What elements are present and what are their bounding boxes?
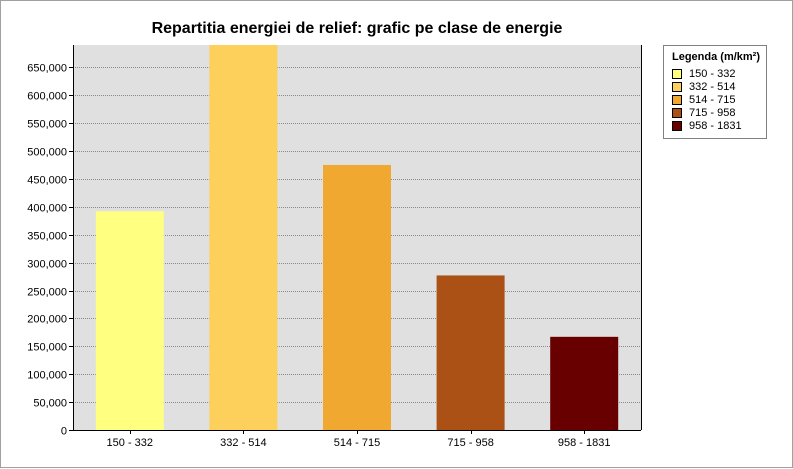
y-tick-label: 150,000 bbox=[27, 342, 67, 354]
y-tick-label: 400,000 bbox=[27, 203, 67, 215]
y-tick-label: 250,000 bbox=[27, 287, 67, 299]
bar bbox=[209, 45, 278, 430]
legend: Legenda (m/km²) 150 - 332 332 - 514 514 … bbox=[663, 45, 767, 139]
bar bbox=[550, 336, 619, 430]
y-tick-label: 100,000 bbox=[27, 370, 67, 382]
x-tick-label: 514 - 715 bbox=[334, 437, 380, 449]
y-tick-label: 50,000 bbox=[33, 398, 67, 410]
y-tick-label: 650,000 bbox=[27, 63, 67, 75]
legend-label: 332 - 514 bbox=[689, 80, 736, 93]
legend-title: Legenda (m/km²) bbox=[672, 51, 761, 63]
legend-label: 958 - 1831 bbox=[689, 119, 742, 132]
y-tick-label: 600,000 bbox=[27, 91, 67, 103]
y-tick-label: 500,000 bbox=[27, 147, 67, 159]
x-tick-label: 150 - 332 bbox=[107, 437, 153, 449]
legend-swatch bbox=[672, 120, 682, 131]
x-tick-label: 715 - 958 bbox=[447, 437, 493, 449]
legend-swatch bbox=[672, 107, 682, 118]
x-tick-label: 332 - 514 bbox=[220, 437, 266, 449]
legend-label: 514 - 715 bbox=[689, 93, 736, 106]
chart-title: Repartitia energiei de relief: grafic pe… bbox=[151, 20, 563, 37]
y-tick-label: 0 bbox=[61, 426, 67, 438]
legend-label: 150 - 332 bbox=[689, 67, 736, 80]
y-tick-label: 550,000 bbox=[27, 119, 67, 131]
y-tick-label: 300,000 bbox=[27, 259, 67, 271]
y-tick-label: 350,000 bbox=[27, 231, 67, 243]
legend-item: 150 - 332 bbox=[672, 67, 766, 80]
legend-swatch bbox=[672, 94, 682, 105]
legend-item: 514 - 715 bbox=[672, 93, 766, 106]
x-tick-label: 958 - 1831 bbox=[558, 437, 611, 449]
legend-item: 958 - 1831 bbox=[672, 119, 766, 132]
legend-label: 715 - 958 bbox=[689, 106, 736, 119]
bar bbox=[323, 164, 391, 430]
y-tick-label: 200,000 bbox=[27, 314, 67, 326]
bar bbox=[436, 275, 505, 430]
legend-swatch bbox=[672, 81, 682, 92]
legend-item: 715 - 958 bbox=[672, 106, 766, 119]
y-tick-label: 450,000 bbox=[27, 175, 67, 187]
legend-item: 332 - 514 bbox=[672, 80, 766, 93]
bar bbox=[95, 211, 164, 430]
legend-swatch bbox=[672, 68, 682, 79]
